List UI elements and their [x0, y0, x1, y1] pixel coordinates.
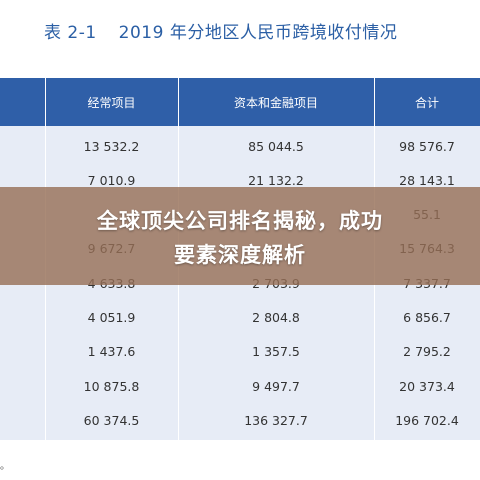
banner-line-2: 要素深度解析 [174, 243, 306, 267]
table-cell: 1 437.6 [87, 344, 136, 360]
table-row: 10 875.8 9 497.7 20 373.4 [0, 369, 480, 403]
table-row: 13 532.2 85 044.5 98 576.7 [0, 129, 480, 163]
footnote: 。 [0, 461, 10, 472]
table-cell: 85 044.5 [248, 138, 304, 154]
table-cell: 136 327.7 [244, 412, 308, 428]
table-number: 表 2-1 [44, 23, 97, 43]
table-cell: 1 357.5 [252, 344, 300, 360]
table-row: 1 437.6 1 357.5 2 795.2 [0, 335, 480, 369]
header-total: 合计 [414, 95, 439, 110]
table-cell: 60 374.5 [83, 412, 140, 428]
header-capital-financial: 资本和金融项目 [233, 95, 318, 110]
table-cell: 196 702.4 [395, 412, 459, 428]
table-cell: 21 132.2 [248, 172, 304, 188]
overlay-banner: 全球顶尖公司排名揭秘，成功 要素深度解析 [0, 187, 480, 285]
header-current-account: 经常项目 [87, 95, 136, 110]
table-row: 7 010.9 21 132.2 28 143.1 [0, 163, 480, 197]
table-row: 4 051.9 2 804.8 6 856.7 [0, 301, 480, 335]
table-cell: 13 532.2 [83, 138, 140, 154]
table-title-text: 2019 年分地区人民币跨境收付情况 [118, 23, 398, 43]
table-title: 表 2-1 2019 年分地区人民币跨境收付情况 [44, 18, 397, 43]
table-header: 经常项目 资本和金融项目 合计 [0, 78, 480, 126]
table-cell: 2 795.2 [403, 344, 451, 360]
table-row: 60 374.5 136 327.7 196 702.4 [0, 403, 480, 437]
table-cell: 10 875.8 [83, 378, 140, 394]
table-cell: 7 010.9 [87, 172, 136, 188]
table-cell: 4 051.9 [87, 310, 136, 325]
table-cell: 28 143.1 [399, 172, 455, 188]
table-cell: 20 373.4 [399, 378, 455, 394]
table-cell: 98 576.7 [399, 138, 455, 154]
table-cell: 2 804.8 [252, 310, 300, 325]
banner-line-1: 全球顶尖公司排名揭秘，成功 [97, 209, 383, 233]
table-cell: 6 856.7 [403, 310, 451, 325]
table-cell: 9 497.7 [252, 378, 300, 394]
